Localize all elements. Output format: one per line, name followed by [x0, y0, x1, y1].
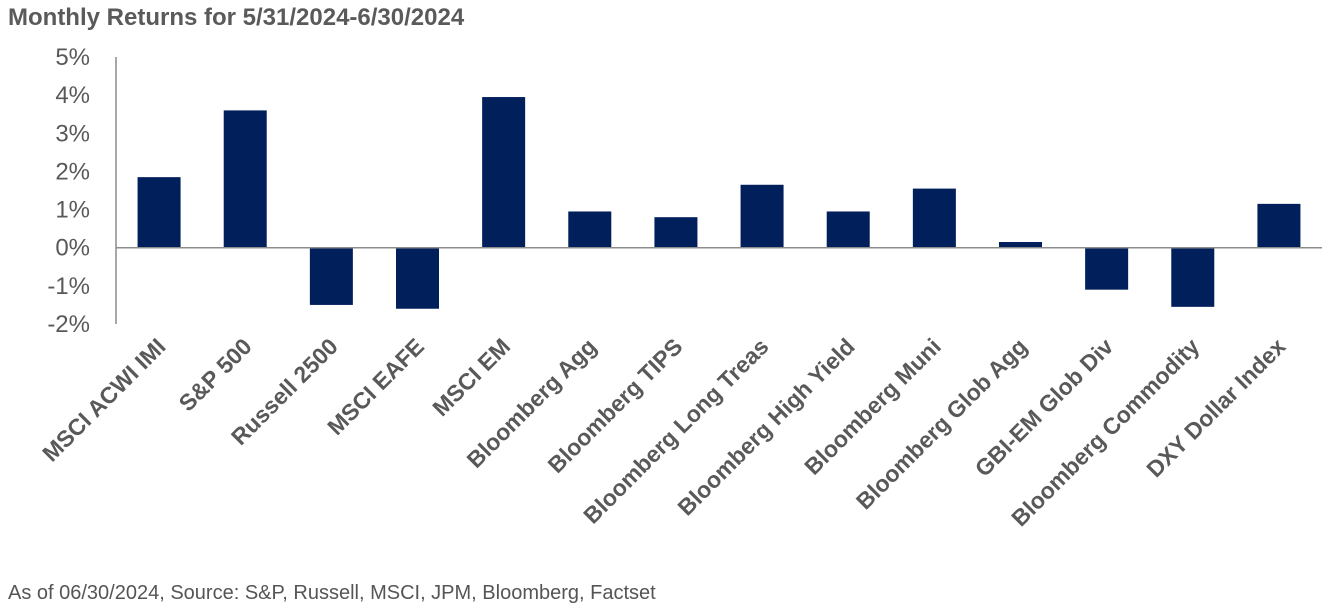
bar	[482, 97, 526, 248]
y-tick-label: 3%	[55, 120, 90, 147]
y-tick-label: 0%	[55, 235, 90, 262]
y-tick-label: 2%	[55, 158, 90, 185]
bar	[396, 247, 439, 309]
category-label: Bloomberg Glob Agg	[851, 333, 1032, 514]
y-tick-label: -2%	[47, 311, 90, 338]
bar	[740, 184, 784, 248]
y-tick-label: 1%	[55, 197, 90, 224]
bar	[912, 188, 956, 248]
bar	[654, 217, 698, 248]
category-label: Bloomberg High Yield	[672, 333, 859, 520]
chart-title: Monthly Returns for 5/31/2024-6/30/2024	[8, 4, 465, 31]
bar	[826, 211, 870, 248]
y-tick-labels: 5% 4% 3% 2% 1% 0% -1% -2%	[47, 44, 90, 338]
y-tick-label: 4%	[55, 82, 90, 109]
bar	[1085, 247, 1129, 290]
bar	[137, 177, 181, 248]
bar	[999, 241, 1042, 248]
bar	[568, 211, 612, 248]
bars	[137, 97, 1301, 309]
y-tick-label: 5%	[55, 44, 90, 71]
y-tick-label: -1%	[47, 273, 90, 300]
category-label: MSCI EM	[427, 333, 515, 421]
category-label: S&P 500	[174, 333, 257, 416]
category-label: MSCI ACWI IMI	[37, 333, 170, 466]
bar	[1171, 247, 1215, 307]
bar	[309, 247, 353, 305]
source-footnote: As of 06/30/2024, Source: S&P, Russell, …	[8, 582, 656, 604]
bar	[1257, 203, 1301, 248]
bar	[223, 110, 267, 248]
